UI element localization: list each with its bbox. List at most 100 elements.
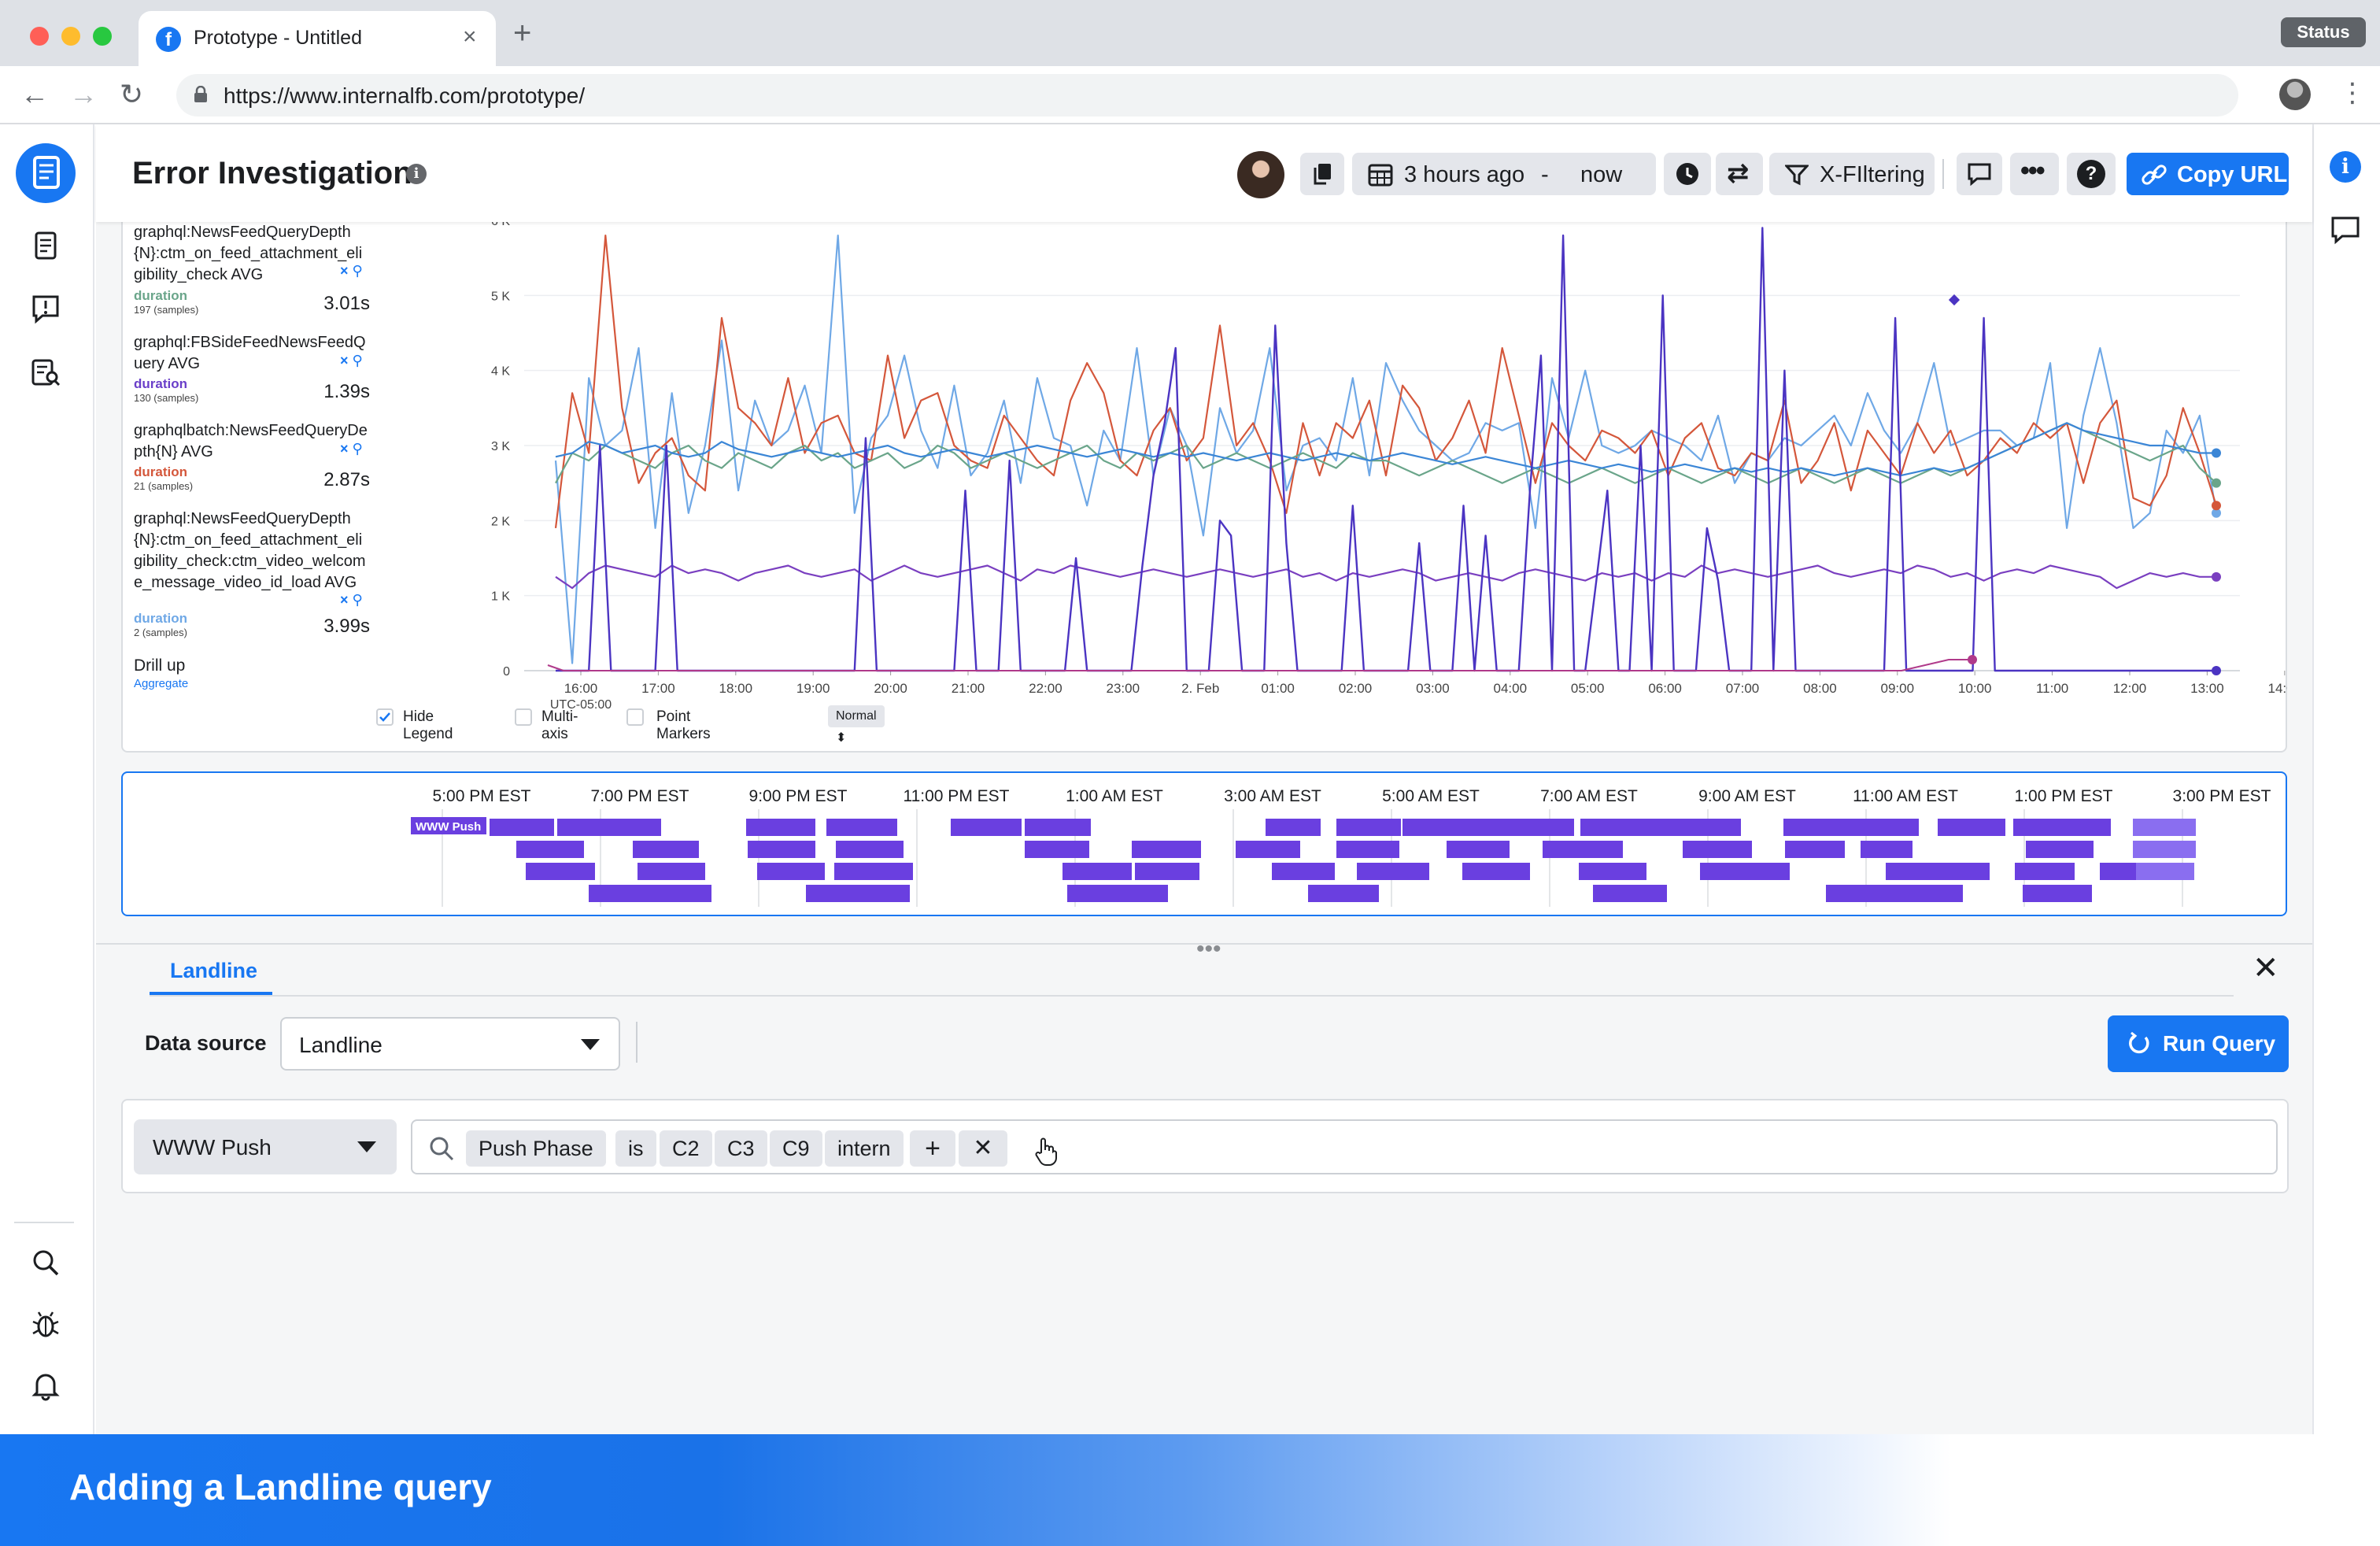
time-separator: - — [1541, 162, 1549, 187]
series-line — [554, 234, 2218, 664]
hide-legend-checkbox[interactable] — [376, 708, 394, 726]
timeline-bar — [1067, 885, 1168, 902]
url-text[interactable]: https://www.internalfb.com/prototype/ — [224, 83, 586, 108]
legend-item-metric: duration — [134, 376, 187, 391]
query-source-value: WWW Push — [153, 1135, 272, 1160]
series-end-marker — [2212, 448, 2221, 458]
swap-button[interactable]: ⇄ — [1716, 153, 1763, 195]
browser-profile-avatar[interactable] — [2279, 79, 2311, 110]
status-badge[interactable]: Status — [2281, 17, 2366, 47]
forward-arrow-icon[interactable]: → — [69, 78, 98, 110]
series-end-marker — [2212, 571, 2221, 582]
remove-series-icon[interactable]: × ⚲ — [340, 592, 363, 608]
timeline-bar — [1336, 841, 1399, 858]
filter-input[interactable]: Push Phase is C2 C3 C9 intern + ✕ — [411, 1119, 2278, 1174]
alert-message-icon[interactable] — [30, 293, 61, 324]
timeline-chart[interactable]: 5:00 PM EST 7:00 PM EST 9:00 PM EST 11:00 P… — [123, 773, 2286, 915]
legend-item-value: 1.39s — [323, 381, 370, 402]
timeline-bar — [746, 819, 815, 836]
chart-legend: graphql:NewsFeedQueryDepth{N}:ctm_on_fee… — [134, 211, 376, 715]
timeline-tick-label: 1:00 PM EST — [2015, 787, 2113, 805]
back-arrow-icon[interactable]: ← — [20, 78, 49, 110]
line-chart[interactable]: 01 K2 K3 K4 K5 K6 K16:0017:0018:0019:002… — [406, 205, 2287, 708]
app-logo-icon[interactable] — [16, 143, 76, 203]
more-options-button[interactable]: ••• — [2010, 153, 2059, 195]
point-markers-label: Point Markers — [656, 708, 711, 742]
filter-chip-value[interactable]: C2 — [660, 1130, 712, 1167]
timeline-tick-label: 9:00 AM EST — [1698, 787, 1796, 805]
series-end-marker — [2212, 478, 2221, 488]
legend-item-samples: 2 (samples) — [134, 627, 187, 638]
close-window-button[interactable] — [30, 27, 49, 46]
legend-item-name[interactable]: graphql:NewsFeedQueryDepth{N}:ctm_on_fee… — [134, 510, 366, 591]
comment-button[interactable] — [1957, 153, 2002, 195]
x-tick-label: 21:00 — [952, 681, 985, 696]
title-info-icon[interactable]: i — [406, 164, 427, 184]
remove-series-icon[interactable]: × ⚲ — [340, 263, 363, 279]
add-filter-value-icon[interactable]: + — [910, 1130, 955, 1167]
data-source-select[interactable]: Landline — [280, 1017, 620, 1071]
address-bar[interactable]: https://www.internalfb.com/prototype/ ☆ — [176, 74, 2238, 117]
timeline-bar — [638, 863, 705, 880]
clock-button[interactable] — [1664, 153, 1711, 195]
browser-menu-icon[interactable]: ⋮ — [2339, 78, 2366, 108]
remove-series-icon[interactable]: × ⚲ — [340, 441, 363, 457]
timeline-tick-label: 7:00 AM EST — [1540, 787, 1638, 805]
caret-down-icon — [357, 1141, 376, 1152]
user-avatar[interactable] — [1237, 151, 1284, 198]
new-tab-icon[interactable]: + — [513, 16, 532, 50]
browser-tab[interactable]: f Prototype - Untitled × — [139, 11, 496, 66]
filter-chip-value[interactable]: intern — [825, 1130, 904, 1167]
clear-filter-icon[interactable]: ✕ — [959, 1130, 1007, 1167]
legend-item-name[interactable]: graphql:FBSideFeedNewsFeedQuery AVG — [134, 334, 366, 372]
search-icon — [430, 1137, 454, 1161]
bell-icon[interactable] — [30, 1370, 61, 1401]
legend-item-name[interactable]: graphqlbatch:NewsFeedQueryDepth{N} AVG — [134, 422, 368, 460]
drill-up-link[interactable]: Drill up — [134, 656, 186, 675]
minimize-window-button[interactable] — [61, 27, 80, 46]
tab-close-icon[interactable]: × — [463, 24, 477, 50]
facebook-favicon-icon: f — [156, 27, 181, 52]
legend-item-metric: duration — [134, 464, 187, 479]
timeline-bar — [1025, 841, 1089, 858]
push-timeline[interactable]: 5:00 PM EST 7:00 PM EST 9:00 PM EST 11:00 P… — [121, 771, 2287, 916]
caption-text: Adding a Landline query — [69, 1466, 492, 1507]
report-search-icon[interactable] — [30, 356, 61, 387]
copy-url-button[interactable]: Copy URL — [2127, 153, 2289, 195]
series-end-marker — [2212, 501, 2221, 511]
filter-chip-field[interactable]: Push Phase — [466, 1130, 606, 1167]
copy-pages-button[interactable] — [1300, 153, 1344, 195]
filter-chip-value[interactable]: C9 — [770, 1130, 822, 1167]
marker-mode-select[interactable]: Normal ⬍ — [828, 705, 885, 745]
run-query-button[interactable]: Run Query — [2108, 1015, 2289, 1072]
close-panel-icon[interactable]: ✕ — [2252, 951, 2279, 986]
legend-item-value: 3.01s — [323, 293, 370, 314]
x-tick-label: 18:00 — [719, 681, 753, 696]
aggregate-link[interactable]: Aggregate — [134, 677, 189, 690]
maximize-window-button[interactable] — [93, 27, 112, 46]
legend-item-name[interactable]: graphql:NewsFeedQueryDepth{N}:ctm_on_fee… — [134, 224, 363, 283]
reload-icon[interactable]: ↻ — [120, 78, 144, 110]
query-source-select[interactable]: WWW Push — [134, 1119, 397, 1174]
document-icon[interactable] — [30, 230, 61, 261]
point-markers-checkbox[interactable] — [626, 708, 644, 726]
bug-icon[interactable] — [30, 1308, 61, 1340]
filter-chip-value[interactable]: C3 — [715, 1130, 767, 1167]
timeline-bar — [644, 885, 711, 902]
resize-handle-icon[interactable]: ••• — [1196, 936, 1221, 962]
info-icon[interactable]: i — [2330, 151, 2361, 183]
search-icon[interactable] — [30, 1247, 61, 1278]
help-button[interactable]: ? — [2067, 153, 2116, 195]
remove-series-icon[interactable]: × ⚲ — [340, 353, 363, 368]
filter-chip-operator[interactable]: is — [615, 1130, 656, 1167]
legend-item-samples: 197 (samples) — [134, 304, 199, 316]
timeline-bar — [1308, 885, 1379, 902]
comment-icon[interactable] — [2330, 214, 2361, 246]
series-end-marker — [2212, 666, 2221, 675]
series-line — [554, 234, 2218, 529]
tab-landline[interactable]: Landline — [170, 959, 258, 982]
multi-axis-checkbox[interactable] — [515, 708, 532, 726]
x-filtering-button[interactable]: X-FIltering — [1769, 153, 1935, 195]
main-content: Error Investigation i 3 hours ago - now — [96, 124, 2312, 1434]
time-range-picker[interactable]: 3 hours ago - now — [1352, 153, 1656, 195]
